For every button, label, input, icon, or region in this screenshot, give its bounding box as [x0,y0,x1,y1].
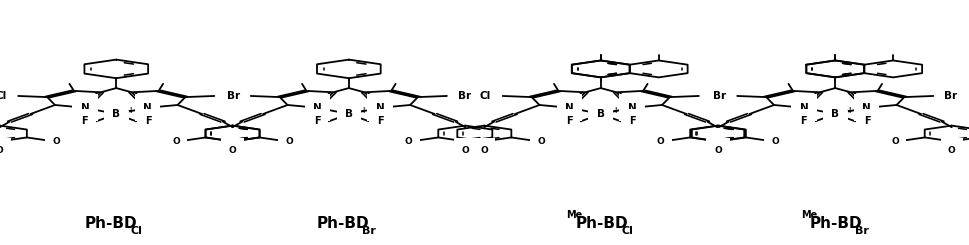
Text: Br: Br [713,91,727,101]
Text: B: B [831,109,839,119]
Text: F: F [566,116,573,126]
Text: Ph-BD: Ph-BD [317,216,369,231]
Text: Br: Br [944,91,957,101]
Text: N: N [313,103,322,113]
Text: F: F [629,116,636,126]
Text: Cl: Cl [131,226,142,236]
Text: O: O [405,137,413,146]
Text: O: O [657,137,665,146]
Text: B: B [112,109,120,119]
Text: N: N [799,103,808,113]
Text: Cl: Cl [226,91,237,101]
Text: B: B [345,109,353,119]
Text: O: O [229,146,236,155]
Text: Cl: Cl [480,91,491,101]
Text: O: O [229,146,236,155]
Text: +: + [128,106,134,115]
Text: Cl: Cl [622,226,634,236]
Text: B: B [597,109,605,119]
Text: O: O [537,137,545,146]
Text: +: + [360,106,366,115]
Text: N: N [862,103,871,113]
Text: F: F [377,116,384,126]
Text: +: + [612,106,618,115]
Text: O: O [285,137,293,146]
Text: O: O [52,137,60,146]
Text: Br: Br [856,226,869,236]
Text: O: O [948,146,955,155]
Text: Br: Br [227,91,240,101]
Text: O: O [172,137,180,146]
Text: F: F [144,116,151,126]
Text: F: F [81,116,88,126]
Text: Ph-BD: Ph-BD [84,216,137,231]
Text: N: N [80,103,89,113]
Text: O: O [891,137,899,146]
Text: N: N [143,103,152,113]
Text: Me: Me [801,210,817,220]
Text: F: F [800,116,807,126]
Text: Ph-BD: Ph-BD [576,216,628,231]
Text: O: O [771,137,779,146]
Text: Cl: Cl [0,91,7,101]
Text: O: O [481,146,488,155]
Text: F: F [314,116,321,126]
Text: Br: Br [457,91,471,101]
Text: F: F [863,116,870,126]
Text: N: N [565,103,574,113]
Text: O: O [0,146,4,155]
Text: Br: Br [362,226,376,236]
Text: O: O [715,146,723,155]
Text: +: + [847,106,853,115]
Text: Ph-BD: Ph-BD [810,216,862,231]
Text: O: O [461,146,469,155]
Text: N: N [628,103,637,113]
Text: Me: Me [567,210,582,220]
Text: Cl: Cl [710,91,722,101]
Text: N: N [376,103,385,113]
Text: O: O [713,146,721,155]
